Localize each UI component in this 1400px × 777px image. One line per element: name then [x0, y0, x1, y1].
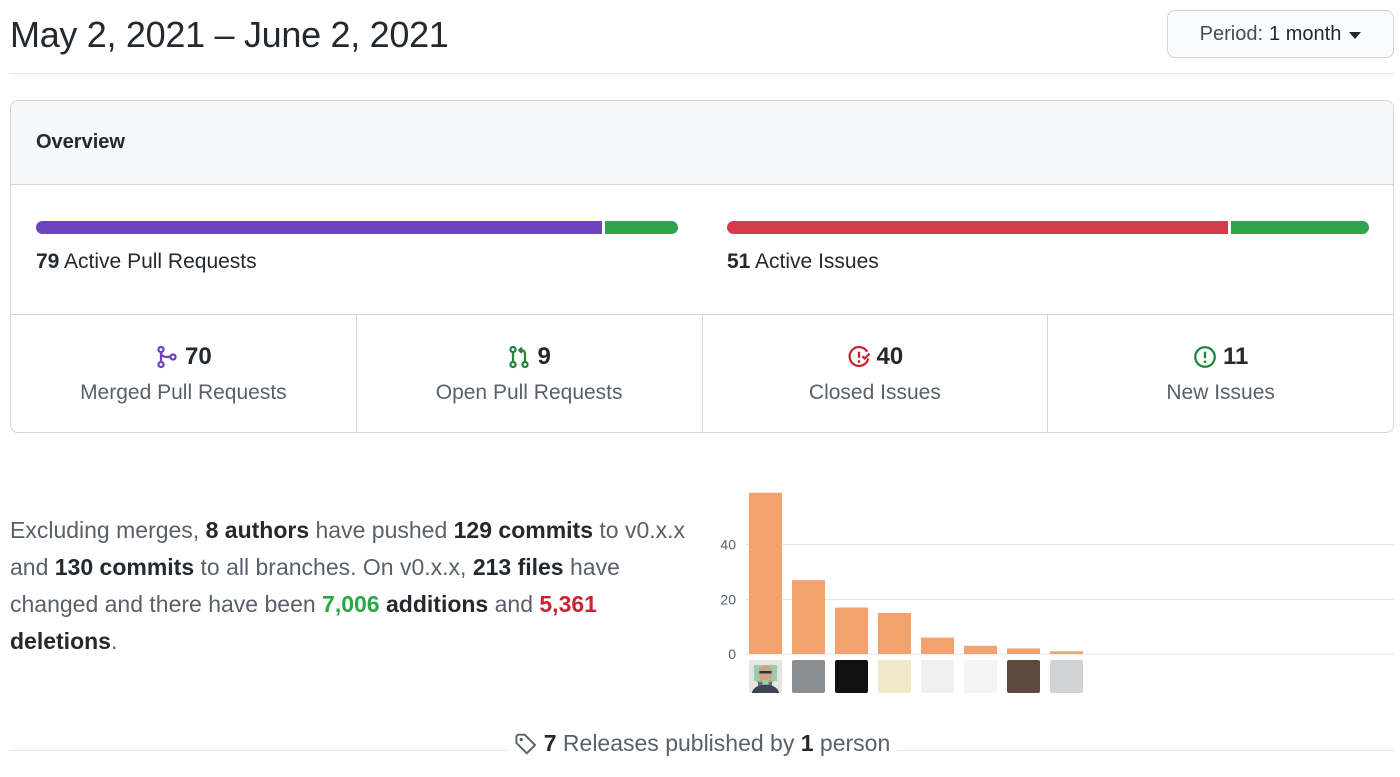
- releases-link[interactable]: 7 Releases published by 1 person: [507, 730, 897, 757]
- avatar[interactable]: [752, 660, 1083, 693]
- releases-count: 7: [543, 730, 557, 756]
- files-changed-count: 213 files: [472, 554, 564, 580]
- closed-issues-stat[interactable]: 40 Closed Issues: [703, 315, 1049, 432]
- merged-pr-segment: [36, 221, 603, 234]
- additions-word: additions: [379, 591, 489, 617]
- release-people-count: 1: [800, 730, 814, 756]
- commits-main-count: 129 commits: [453, 517, 593, 543]
- avatar[interactable]: [755, 660, 911, 693]
- releases-text-end: person: [813, 730, 891, 756]
- commit-bar-author-7[interactable]: [1007, 648, 1040, 654]
- additions-count: 7,006: [322, 591, 380, 617]
- pull-requests-progress-bar: [36, 221, 678, 234]
- y-tick-label: 20: [720, 591, 736, 607]
- avatar[interactable]: [835, 660, 868, 693]
- open-pr-label: Open Pull Requests: [435, 381, 623, 404]
- active-pr-label: Active Pull Requests: [64, 250, 257, 273]
- commit-bar-author-6[interactable]: [964, 645, 997, 654]
- deletions-word: deletions: [10, 628, 111, 654]
- author-avatars: [749, 660, 1093, 693]
- merged-pull-requests-stat[interactable]: 70 Merged Pull Requests: [11, 315, 357, 432]
- issue-closed-icon: [848, 345, 870, 368]
- y-tick-label: 0: [728, 646, 736, 660]
- period-prefix: Period:: [1199, 22, 1264, 45]
- page-header: May 2, 2021 – June 2, 2021 Period: 1 mon…: [10, 0, 1394, 74]
- releases-text: Releases published by: [556, 730, 801, 756]
- tag-icon: [515, 733, 537, 754]
- open-pr-value: 9: [537, 343, 551, 370]
- date-range-title: May 2, 2021 – June 2, 2021: [10, 14, 449, 55]
- summary-text-3: to v0.x.x and: [10, 517, 686, 580]
- commit-bar-author-1[interactable]: [749, 492, 782, 654]
- avatar[interactable]: [752, 660, 1040, 693]
- commit-bar-author-4[interactable]: [878, 613, 911, 654]
- summary-text-6: and: [488, 591, 540, 617]
- issues-summary: 51 Active Issues: [727, 221, 1369, 274]
- summary-text-7: .: [110, 628, 118, 654]
- activity-bars-row: 79 Active Pull Requests 51 Active Issues: [11, 185, 1393, 315]
- new-issues-segment: [1230, 221, 1369, 234]
- stats-row: 70 Merged Pull Requests 9 Open Pull Requ…: [11, 315, 1393, 432]
- merged-pr-label: Merged Pull Requests: [80, 381, 287, 404]
- active-issues-label: Active Issues: [755, 250, 879, 273]
- commits-all-count: 130 commits: [54, 554, 195, 580]
- issue-opened-icon: [1194, 346, 1216, 368]
- deletions-count: 5,361: [539, 591, 597, 617]
- caret-down-icon: [1349, 31, 1362, 39]
- active-pull-requests-link[interactable]: 79 Active Pull Requests: [36, 250, 678, 274]
- avatar[interactable]: [754, 660, 954, 693]
- overview-panel: Overview 79 Active Pull Requests 51 Acti…: [10, 100, 1394, 433]
- git-merge-icon: [157, 345, 177, 369]
- avatar[interactable]: [753, 660, 997, 693]
- commits-bar-chart: 0 20 40: [720, 492, 1394, 660]
- new-issues-value: 11: [1222, 343, 1249, 370]
- period-dropdown-button[interactable]: Period: 1 month: [1167, 10, 1394, 58]
- closed-issues-segment: [727, 221, 1228, 234]
- active-issues-count: 51: [727, 250, 751, 273]
- summary-text-2: have pushed: [309, 517, 454, 543]
- authors-count-link[interactable]: 8 authors: [205, 517, 310, 543]
- git-pull-request-icon: [509, 345, 530, 369]
- active-pr-count: 79: [36, 250, 60, 273]
- commit-bar-author-2[interactable]: [792, 580, 825, 654]
- commit-summary-text: Excluding merges, 8 authors have pushed …: [10, 512, 700, 660]
- summary-text-4: to all branches. On v0.x.x,: [194, 554, 473, 580]
- new-issues-label: New Issues: [1166, 381, 1275, 404]
- period-value: 1 month: [1269, 22, 1342, 45]
- overview-title: Overview: [11, 101, 1393, 185]
- closed-issues-value: 40: [876, 343, 904, 370]
- releases-summary: 7 Releases published by 1 person: [10, 722, 1394, 766]
- commits-by-author-chart: 0 20 40: [700, 490, 1400, 700]
- avatar[interactable]: [752, 660, 825, 693]
- commit-bar-author-3[interactable]: [835, 607, 868, 654]
- merged-pr-value: 70: [185, 343, 212, 370]
- open-pr-segment: [605, 221, 678, 234]
- issues-progress-bar: [727, 221, 1369, 234]
- closed-issues-label: Closed Issues: [808, 381, 941, 404]
- summary-text-1: Excluding merges,: [10, 517, 206, 543]
- active-issues-link[interactable]: 51 Active Issues: [727, 250, 1369, 274]
- commit-bar-author-8[interactable]: [1050, 651, 1083, 654]
- open-pull-requests-stat[interactable]: 9 Open Pull Requests: [357, 315, 703, 432]
- summary-text-5: have changed and there have been: [10, 554, 620, 617]
- y-tick-label: 40: [720, 537, 736, 553]
- commit-bar-author-5[interactable]: [921, 637, 954, 654]
- pull-requests-summary: 79 Active Pull Requests: [36, 221, 678, 274]
- new-issues-stat[interactable]: 11 New Issues: [1048, 315, 1393, 432]
